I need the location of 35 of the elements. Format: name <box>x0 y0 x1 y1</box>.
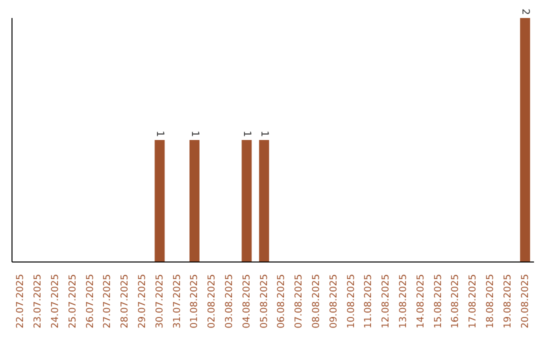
x-tick-label: 04.08.2025 <box>241 274 252 328</box>
x-tick-label: 31.07.2025 <box>172 274 183 328</box>
data-label: 1 <box>258 130 270 137</box>
data-label: 2 <box>520 8 531 15</box>
x-tick-label: 02.08.2025 <box>206 274 218 328</box>
x-tick-label: 29.07.2025 <box>137 274 148 328</box>
x-tick-label: 17.08.2025 <box>468 274 479 328</box>
x-tick-label: 06.08.2025 <box>276 274 288 328</box>
x-tick-label: 26.07.2025 <box>84 274 96 328</box>
x-tick-label: 24.07.2025 <box>50 274 61 328</box>
x-tick-label: 27.07.2025 <box>102 274 114 328</box>
x-tick-label: 16.08.2025 <box>450 274 462 328</box>
x-tick-label: 19.08.2025 <box>502 274 514 328</box>
x-tick-label: 11.08.2025 <box>363 274 374 328</box>
x-tick-label: 25.07.2025 <box>67 274 78 328</box>
data-label: 1 <box>154 130 166 137</box>
x-tick-label: 23.07.2025 <box>32 274 44 328</box>
x-tick-label: 13.08.2025 <box>398 274 409 328</box>
x-tick-label: 15.08.2025 <box>432 274 444 328</box>
x-tick-label: 07.08.2025 <box>294 274 305 328</box>
x-tick-label: 22.07.2025 <box>15 274 26 328</box>
x-tick-label: 01.08.2025 <box>189 274 200 328</box>
x-tick-label: 28.07.2025 <box>120 274 131 328</box>
x-tick-label: 05.08.2025 <box>258 274 270 328</box>
x-tick-label: 10.08.2025 <box>346 274 357 328</box>
x-tick-label: 30.07.2025 <box>154 274 166 328</box>
x-tick-label: 20.08.2025 <box>520 274 531 328</box>
data-label: 1 <box>188 130 200 137</box>
x-tick-label: 08.08.2025 <box>311 274 322 328</box>
x-tick-label: 12.08.2025 <box>380 274 392 328</box>
x-tick-label: 09.08.2025 <box>328 274 340 328</box>
x-tick-label: 03.08.2025 <box>224 274 235 328</box>
data-label: 1 <box>241 130 252 137</box>
x-tick-label: 14.08.2025 <box>415 274 426 328</box>
x-tick-label: 18.08.2025 <box>485 274 496 328</box>
